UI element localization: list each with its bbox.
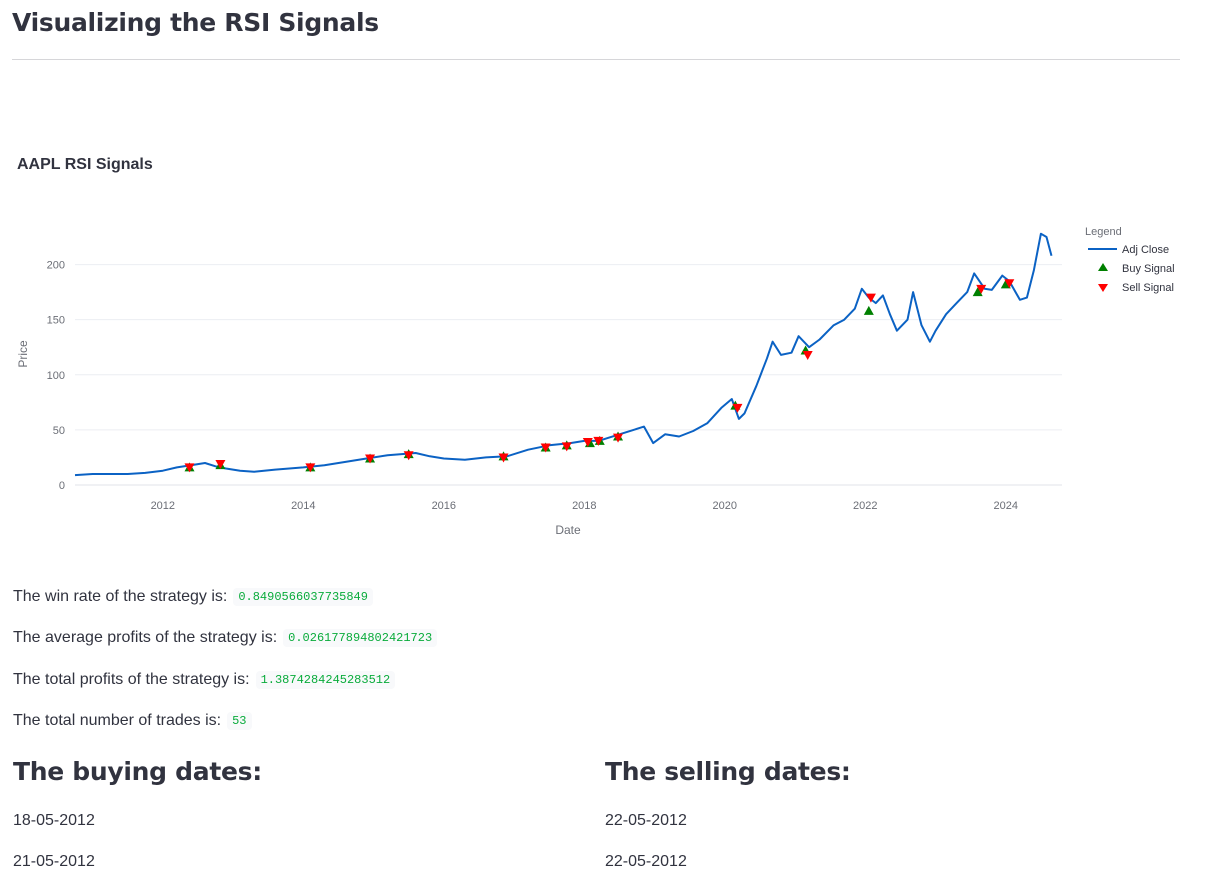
sell-signal-marker[interactable] xyxy=(865,293,876,303)
x-axis-label: Date xyxy=(555,523,581,537)
avg-profit-value: 0.026177894802421723 xyxy=(283,629,438,647)
y-tick-label: 50 xyxy=(53,425,65,437)
x-tick-label: 2022 xyxy=(853,500,877,512)
chart-title: AAPL RSI Signals xyxy=(17,156,153,173)
sell-signal-marker[interactable] xyxy=(540,443,551,453)
page-title: Visualizing the RSI Signals xyxy=(12,8,379,37)
total-profit-label: The total profits of the strategy is: xyxy=(13,671,250,688)
sell-signal-marker[interactable] xyxy=(732,403,743,413)
sell-signal-marker[interactable] xyxy=(582,438,593,448)
y-tick-label: 100 xyxy=(47,370,65,382)
line-layer[interactable] xyxy=(74,232,1053,477)
buying-dates-heading: The buying dates: xyxy=(13,757,262,786)
sell-signal-marker[interactable] xyxy=(802,350,813,360)
buy-signal-marker[interactable] xyxy=(863,305,874,315)
selling-date-item: 22-05-2012 xyxy=(605,853,687,870)
sell-signal-marker[interactable] xyxy=(305,463,316,473)
legend-item-sell-signal[interactable]: Sell Signal xyxy=(1122,282,1174,294)
total-profit-value: 1.3874284245283512 xyxy=(255,671,396,689)
buying-date-item: 18-05-2012 xyxy=(13,812,95,829)
x-tick-label: 2014 xyxy=(291,500,315,512)
sell-signal-marker[interactable] xyxy=(215,460,226,470)
num-trades-label: The total number of trades is: xyxy=(13,712,222,729)
rsi-chart[interactable]: AAPL RSI Signals 0 50 100 150 200 2012 2014 201… xyxy=(0,130,1223,550)
y-axis-label: Price xyxy=(16,340,30,368)
sell-signal-marker[interactable] xyxy=(1004,279,1015,289)
sell-signal-marker[interactable] xyxy=(613,433,624,443)
y-tick-label: 150 xyxy=(47,315,65,327)
avg-profit-line: The average profits of the strategy is: 0… xyxy=(13,629,438,647)
legend-item-buy-signal[interactable]: Buy Signal xyxy=(1122,263,1175,275)
sell-signal-marker[interactable] xyxy=(184,463,195,473)
sell-signal-marker[interactable] xyxy=(561,442,572,452)
x-tick-label: 2016 xyxy=(432,500,456,512)
x-tick-label: 2018 xyxy=(572,500,596,512)
legend-sell-marker-icon xyxy=(1098,284,1108,292)
chart-svg[interactable]: AAPL RSI Signals 0 50 100 150 200 2012 2014 201… xyxy=(0,130,1223,550)
y-tick-label: 200 xyxy=(47,260,65,272)
legend-buy-marker-icon xyxy=(1098,263,1108,271)
grid-layer xyxy=(75,264,1062,486)
num-trades-line: The total number of trades is: 53 xyxy=(13,712,252,730)
chart-legend[interactable]: Legend Adj Close Buy Signal Sell Signal xyxy=(1085,226,1175,294)
avg-profit-label: The average profits of the strategy is: xyxy=(13,629,278,646)
x-tick-label: 2020 xyxy=(713,500,737,512)
sell-signal-marker[interactable] xyxy=(593,436,604,446)
selling-date-item: 22-05-2012 xyxy=(605,812,687,829)
marker-layer[interactable] xyxy=(184,279,1015,473)
adj-close-line[interactable] xyxy=(74,232,1053,477)
win-rate-line: The win rate of the strategy is: 0.849056… xyxy=(13,588,373,606)
selling-dates-heading: The selling dates: xyxy=(605,757,851,786)
title-divider xyxy=(12,59,1180,60)
sell-signal-marker[interactable] xyxy=(976,284,987,294)
win-rate-label: The win rate of the strategy is: xyxy=(13,588,228,605)
buying-date-item: 21-05-2012 xyxy=(13,853,95,870)
total-profit-line: The total profits of the strategy is: 1.3… xyxy=(13,671,396,689)
x-tick-label: 2024 xyxy=(994,500,1018,512)
sell-signal-marker[interactable] xyxy=(498,453,509,463)
x-tick-label: 2012 xyxy=(151,500,175,512)
sell-signal-marker[interactable] xyxy=(365,454,376,464)
tick-layer: 0 50 100 150 200 2012 2014 2016 2018 2020 2022 2024 xyxy=(47,260,1018,512)
win-rate-value: 0.8490566037735849 xyxy=(233,588,373,606)
y-tick-label: 0 xyxy=(59,480,65,492)
num-trades-value: 53 xyxy=(227,712,252,730)
buy-signal-marker[interactable] xyxy=(972,287,983,297)
sell-signal-marker[interactable] xyxy=(403,451,414,461)
legend-item-adj-close[interactable]: Adj Close xyxy=(1122,244,1169,256)
legend-title: Legend xyxy=(1085,226,1122,238)
